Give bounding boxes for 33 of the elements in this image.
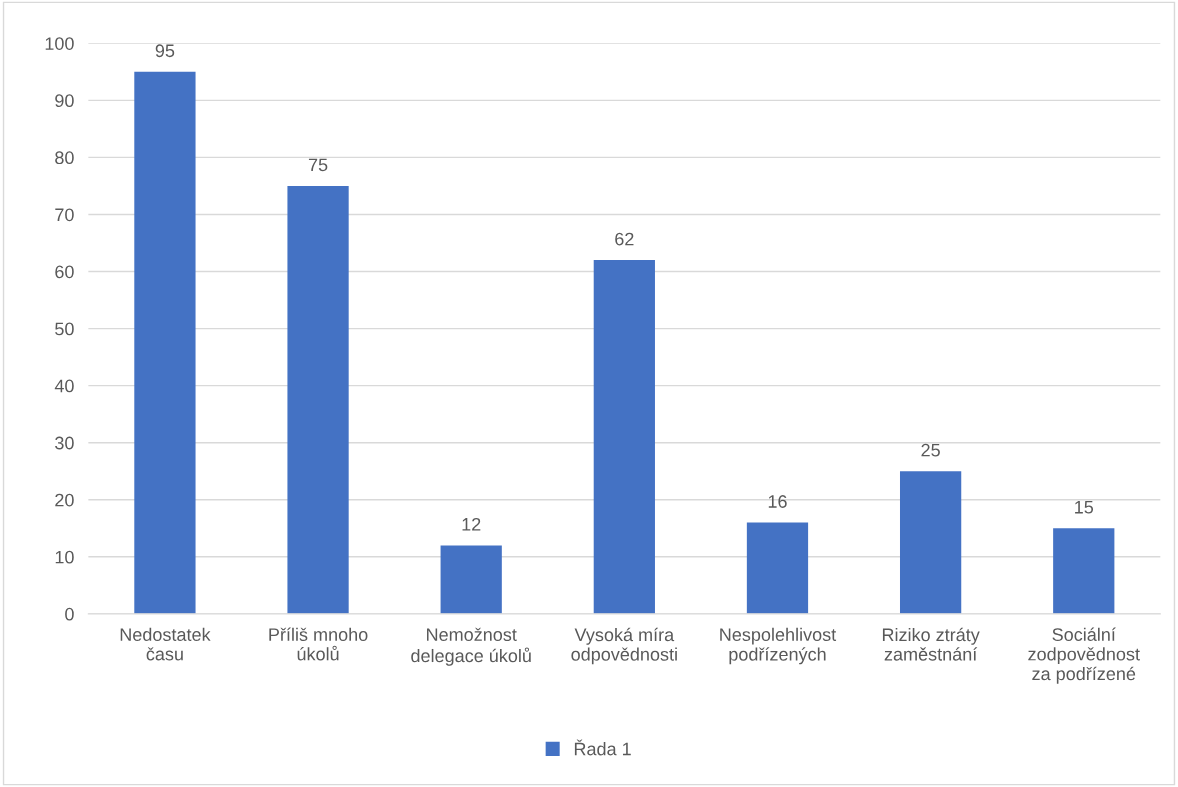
bar [1053, 528, 1115, 614]
bar [746, 522, 809, 614]
x-tick-label: Nespolehlivost podřízených [720, 627, 837, 665]
y-tick-label: 0 [65, 607, 74, 621]
data-label: 16 [768, 495, 787, 508]
x-tick-label: Nemožnost delegace úkolů [411, 627, 531, 666]
bar [593, 260, 655, 614]
y-tick-label: 20 [55, 493, 74, 507]
x-tick-label: Riziko ztráty zaměstnání [882, 627, 980, 661]
x-tick-label: Nedostatek času [120, 627, 211, 661]
legend-label: Řada 1 [574, 739, 631, 756]
x-tick-label: Příliš mnoho úkolů [269, 627, 368, 661]
data-label: 62 [615, 232, 634, 246]
bar [899, 471, 962, 614]
bar [287, 185, 349, 614]
bar [440, 545, 502, 614]
data-label: 75 [308, 158, 328, 172]
data-label: 25 [921, 443, 940, 457]
x-tick-label: Vysoká míra odpovědnosti [571, 627, 677, 665]
y-tick-label: 100 [45, 37, 74, 51]
y-tick-label: 10 [55, 550, 74, 564]
bar [134, 71, 196, 614]
y-tick-label: 40 [54, 379, 74, 393]
y-tick-label: 80 [55, 151, 74, 165]
data-label: 15 [1075, 500, 1094, 514]
data-label: 12 [462, 517, 481, 531]
data-label: 95 [155, 44, 175, 58]
y-tick-label: 90 [55, 94, 74, 108]
x-tick-label: Sociální zodpovědnost za podřízené [1028, 627, 1140, 684]
y-tick-label: 60 [55, 265, 74, 279]
y-tick-label: 70 [55, 208, 74, 222]
y-tick-label: 30 [55, 436, 74, 450]
y-tick-label: 50 [55, 322, 74, 336]
